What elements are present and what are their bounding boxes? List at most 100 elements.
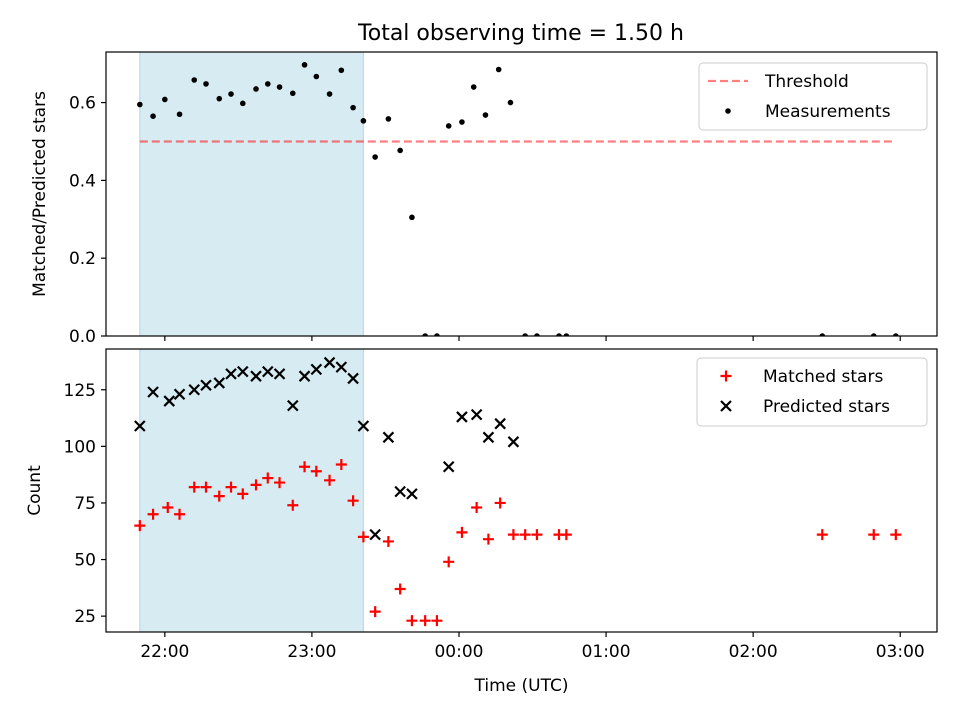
y-tick-label: 0.0 bbox=[69, 327, 96, 347]
predicted-star-point bbox=[237, 365, 249, 378]
legend: Threshold Measurements bbox=[698, 62, 928, 131]
matched-star-point bbox=[507, 529, 519, 541]
measurement-point bbox=[239, 100, 246, 107]
measurement-point bbox=[563, 333, 570, 336]
measurement-point bbox=[556, 333, 562, 336]
measurement-point bbox=[385, 116, 392, 122]
predicted-star-point bbox=[394, 485, 406, 498]
matched-star-point bbox=[482, 533, 494, 545]
measurement-point bbox=[397, 147, 403, 154]
matched-star-point bbox=[382, 535, 394, 547]
matched-star-point bbox=[357, 531, 369, 543]
matched-star-point bbox=[347, 495, 359, 507]
x-tick-label: 02:00 bbox=[729, 642, 778, 662]
measurement-point bbox=[228, 91, 234, 97]
matched-star-point bbox=[890, 529, 902, 541]
measurement-point bbox=[289, 90, 296, 97]
y-tick-label: 0.4 bbox=[69, 171, 96, 191]
matched-star-point bbox=[419, 615, 431, 627]
measurement-point bbox=[893, 333, 899, 336]
matched-star-point bbox=[443, 556, 455, 568]
measurement-point bbox=[507, 99, 514, 106]
predicted-star-point bbox=[134, 420, 146, 432]
predicted-star-point bbox=[250, 370, 262, 382]
measurement-point bbox=[445, 123, 452, 129]
plot-area bbox=[137, 62, 899, 336]
predicted-star-point bbox=[406, 488, 418, 500]
legend-label: Threshold bbox=[764, 72, 849, 92]
shaded-span bbox=[139, 348, 364, 633]
matched-star-point bbox=[406, 615, 418, 627]
measurement-point bbox=[459, 119, 465, 125]
matched-star-point bbox=[456, 526, 468, 538]
predicted-star-point bbox=[335, 361, 348, 373]
matched-star-point bbox=[299, 461, 311, 473]
legend-frame bbox=[698, 62, 928, 131]
matched-star-point bbox=[868, 529, 880, 541]
matched-star-point bbox=[274, 477, 286, 489]
matched-star-point bbox=[560, 529, 572, 541]
predicted-star-point bbox=[494, 417, 506, 430]
measurement-point bbox=[253, 86, 259, 92]
measurement-point bbox=[338, 67, 345, 74]
predicted-star-point bbox=[213, 377, 226, 389]
matched-star-point bbox=[335, 458, 347, 470]
y-tick-label: 125 bbox=[64, 381, 96, 401]
x-tick-label: 22:00 bbox=[140, 642, 189, 662]
matched-star-point bbox=[250, 479, 262, 491]
matched-star-point bbox=[262, 472, 274, 484]
matched-star-point bbox=[394, 583, 406, 595]
measurement-point bbox=[137, 101, 143, 108]
legend-label: Predicted stars bbox=[763, 397, 890, 417]
measurement-point bbox=[276, 84, 283, 90]
measurement-point bbox=[350, 104, 356, 111]
axes-frame bbox=[105, 51, 938, 337]
measurement-point bbox=[422, 333, 428, 336]
predicted-star-point bbox=[163, 395, 176, 407]
matched-star-point bbox=[471, 501, 483, 513]
matched-star-point bbox=[494, 497, 506, 509]
matched-star-point bbox=[134, 520, 146, 532]
predicted-star-point bbox=[442, 460, 455, 473]
matched-star-point bbox=[531, 529, 543, 541]
legend-matched-marker bbox=[720, 370, 732, 382]
matched-star-point bbox=[324, 474, 336, 486]
shaded-span bbox=[139, 51, 364, 337]
plot-area bbox=[134, 356, 902, 627]
matched-star-point bbox=[287, 499, 299, 511]
measurement-point bbox=[264, 81, 271, 87]
measurement-point bbox=[150, 113, 156, 119]
legend: Matched stars Predicted stars bbox=[696, 357, 928, 427]
predicted-star-point bbox=[173, 388, 186, 401]
matched-star-point bbox=[431, 615, 443, 627]
predicted-star-point bbox=[369, 528, 381, 541]
predicted-star-point bbox=[310, 363, 323, 376]
predicted-star-point bbox=[225, 368, 237, 380]
predicted-star-point bbox=[147, 386, 159, 398]
legend-frame bbox=[696, 357, 928, 427]
legend-measurement-marker bbox=[725, 108, 731, 114]
predicted-star-point bbox=[507, 436, 520, 448]
x-tick-label: 00:00 bbox=[434, 642, 483, 662]
measurement-point bbox=[409, 214, 415, 221]
y-tick-label: 0.6 bbox=[69, 94, 96, 114]
matched-star-point bbox=[200, 481, 212, 493]
measurement-point bbox=[360, 118, 367, 124]
measurement-point bbox=[216, 95, 223, 102]
measurement-point bbox=[522, 333, 528, 336]
figure-title: Total observing time = 1.50 h bbox=[357, 21, 684, 46]
measurement-point bbox=[434, 333, 440, 336]
measurement-point bbox=[301, 62, 308, 68]
y-axis-label: Matched/Predicted stars bbox=[30, 91, 50, 297]
measurement-point bbox=[372, 154, 378, 160]
x-tick-label: 03:00 bbox=[876, 642, 925, 662]
y-tick-label: 100 bbox=[64, 437, 96, 457]
measurement-point bbox=[870, 333, 877, 336]
measurement-point bbox=[203, 81, 209, 87]
legend-predicted-marker bbox=[720, 400, 732, 412]
predicted-star-point bbox=[382, 431, 395, 444]
measurement-point bbox=[482, 112, 489, 118]
predicted-star-point bbox=[262, 365, 274, 378]
measurement-point bbox=[191, 77, 198, 83]
